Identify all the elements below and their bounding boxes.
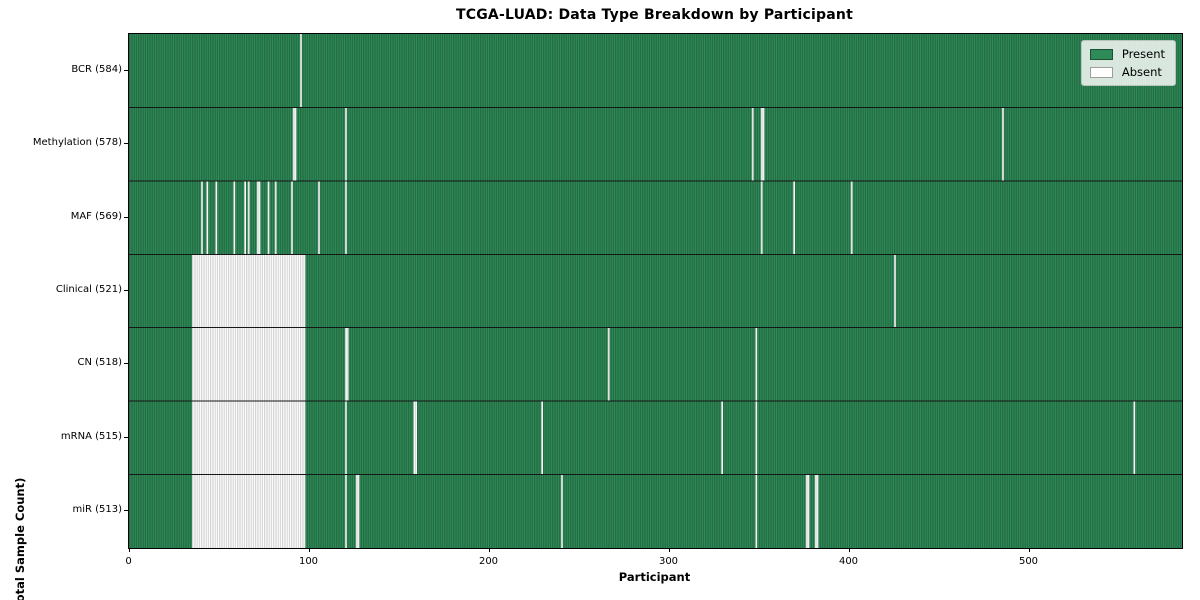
absent-cells — [256, 180, 261, 255]
chart-title: TCGA-LUAD: Data Type Breakdown by Partic… — [456, 7, 853, 23]
legend: Present Absent — [1080, 40, 1176, 86]
absent-cells — [755, 474, 758, 548]
row-mir — [129, 474, 1182, 548]
absent-cells — [292, 107, 297, 181]
absent-cells — [805, 474, 810, 548]
absent-cells — [561, 474, 563, 548]
y-tick-label-methylation: Methylation (578) — [32, 137, 122, 149]
absent-cells — [192, 327, 306, 402]
x-tick-label-300: 300 — [658, 556, 679, 567]
absent-cells — [345, 401, 347, 475]
y-tick-label-mir: miR (513) — [72, 504, 122, 516]
absent-cells — [755, 327, 758, 402]
absent-cells — [755, 401, 758, 475]
absent-cells — [244, 180, 246, 255]
absent-cells — [814, 474, 819, 548]
absent-cells — [793, 180, 795, 255]
legend-item-absent: Absent — [1089, 65, 1165, 79]
x-axis-label: Participant — [618, 570, 691, 584]
x-tick-mark — [668, 548, 670, 552]
absent-cells — [274, 180, 277, 255]
x-tick-mark — [848, 548, 850, 552]
row-clinical — [129, 254, 1182, 328]
absent-cells — [345, 107, 347, 181]
absent-cells — [300, 34, 302, 108]
y-tick-mark — [124, 363, 128, 365]
legend-label: Absent — [1121, 65, 1162, 79]
legend-item-present: Present — [1089, 47, 1165, 61]
x-tick-mark — [1028, 548, 1030, 552]
absent-cells — [267, 180, 270, 255]
absent-cells — [318, 180, 320, 255]
absent-cells — [291, 180, 293, 255]
absent-cells — [345, 474, 347, 548]
y-tick-mark — [124, 436, 128, 438]
row-mrna — [129, 401, 1182, 475]
absent-cells — [1133, 401, 1136, 475]
absent-cells — [206, 180, 209, 255]
y-tick-label-clinical: Clinical (521) — [55, 284, 122, 295]
x-tick-label-200: 200 — [478, 556, 499, 567]
x-tick-label-0: 0 — [125, 556, 132, 567]
y-tick-label-cn: CN (518) — [77, 357, 122, 369]
y-tick-mark — [124, 510, 128, 512]
row-methylation — [129, 107, 1182, 181]
absent-cells — [247, 180, 250, 255]
absent-cells — [192, 474, 306, 548]
row-maf — [129, 180, 1182, 255]
x-tick-mark — [488, 548, 490, 552]
plot-area — [128, 33, 1183, 549]
absent-cells — [850, 180, 853, 255]
y-tick-label-bcr: BCR (584) — [71, 63, 122, 75]
heatmap-canvas — [129, 34, 1182, 548]
x-tick-label-100: 100 — [298, 556, 319, 567]
x-tick-mark — [308, 548, 310, 552]
absent-cells — [413, 401, 417, 475]
x-tick-label-400: 400 — [838, 556, 859, 567]
absent-cells — [345, 180, 347, 255]
y-tick-mark — [124, 69, 128, 71]
y-tick-mark — [124, 143, 128, 145]
absent-cells — [345, 327, 349, 402]
absent-cells — [751, 107, 754, 181]
absent-cells — [760, 107, 765, 181]
absent-cells — [192, 401, 306, 475]
row-cn — [129, 327, 1182, 402]
absent-cells — [760, 180, 763, 255]
absent-cells — [355, 474, 360, 548]
absent-cells — [541, 401, 543, 475]
absent-cells — [721, 401, 723, 475]
absent-cells — [894, 254, 896, 328]
legend-label: Present — [1121, 47, 1165, 61]
absent-cells — [215, 180, 218, 255]
absent-cells — [607, 327, 610, 402]
y-tick-mark — [124, 216, 128, 218]
absent-cells — [201, 180, 203, 255]
legend-swatch-present — [1089, 48, 1113, 60]
y-axis-label: Data Type (Total Sample Count) — [13, 477, 27, 600]
absent-cells — [233, 180, 236, 255]
y-tick-label-maf: MAF (569) — [70, 210, 122, 222]
absent-cells — [192, 254, 306, 328]
absent-cells — [1002, 107, 1004, 181]
x-tick-mark — [128, 548, 130, 552]
x-tick-label-500: 500 — [1018, 556, 1039, 567]
row-bcr — [129, 34, 1182, 108]
y-tick-mark — [124, 290, 128, 291]
legend-swatch-absent — [1089, 66, 1113, 78]
y-tick-label-mrna: mRNA (515) — [60, 430, 122, 442]
